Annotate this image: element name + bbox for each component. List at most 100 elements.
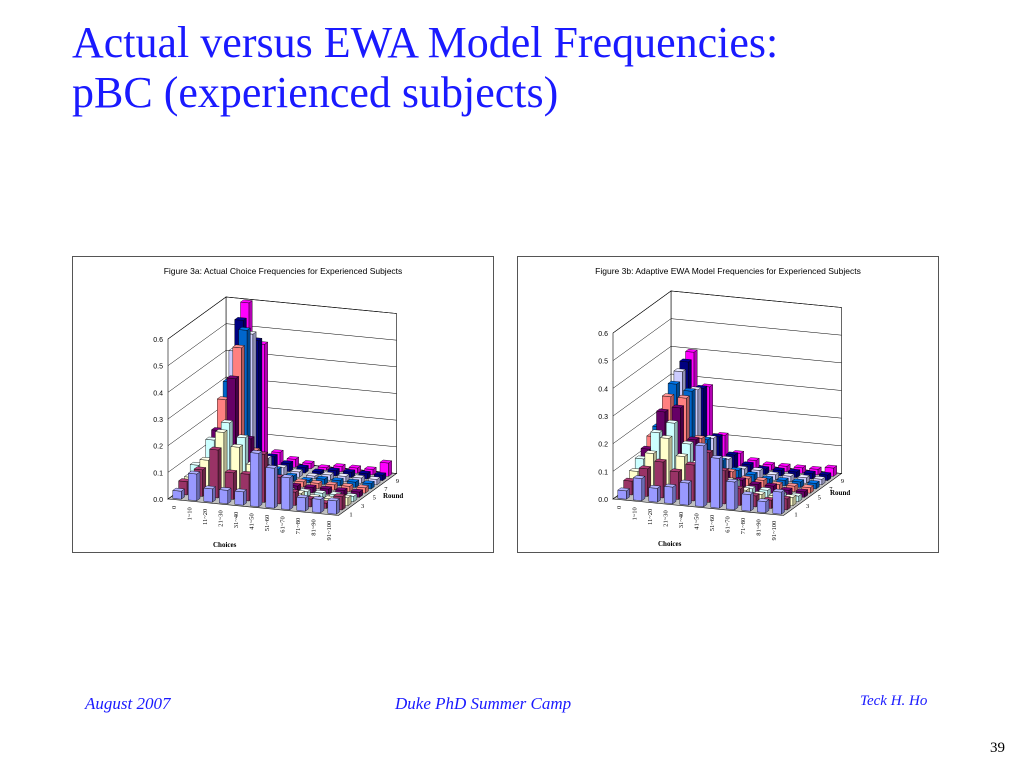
z-tick-label: 0.1 [153, 470, 163, 477]
bar [249, 450, 263, 508]
bar [648, 485, 662, 503]
bar-top [280, 474, 294, 478]
bar-top [659, 435, 673, 439]
bar-top [748, 481, 762, 485]
category-tick-label: 31~40 [678, 512, 685, 529]
bar-top [303, 484, 317, 488]
bar [187, 470, 201, 502]
bar [172, 487, 186, 500]
bar-top [661, 393, 675, 397]
bar-top [234, 488, 248, 493]
bar-top [650, 429, 663, 433]
bar-top [333, 493, 346, 497]
footer-author: Teck H. Ho [860, 693, 928, 709]
bar-top [764, 482, 778, 487]
bar-side [719, 455, 723, 509]
bar-side [264, 341, 268, 465]
category-tick-label: 41~50 [248, 513, 255, 530]
category-tick-label: 71~80 [295, 518, 302, 535]
bar-top [193, 466, 207, 471]
bar-top [677, 394, 691, 399]
bar-top [309, 480, 323, 484]
bar-side [305, 495, 309, 512]
bar-top [644, 450, 658, 454]
bar-top [648, 485, 662, 489]
bar-top [327, 467, 340, 471]
chart-panel-ewa: Figure 3b: Adaptive EWA Model Frequencie… [517, 256, 939, 553]
bar [632, 475, 646, 502]
bar-top [797, 474, 811, 478]
round-tick-label: 5 [818, 495, 821, 502]
bar-top [234, 317, 247, 321]
bar-front [710, 457, 720, 509]
bar [694, 442, 708, 508]
bar-front [188, 473, 198, 501]
bar-top [296, 464, 309, 468]
bar-top [795, 488, 809, 493]
bar-top [270, 449, 284, 453]
footer-event: Duke PhD Summer Camp [395, 694, 572, 713]
z-tick-label: 0.2 [598, 442, 608, 449]
bar-top [363, 466, 377, 470]
bar-side [657, 485, 661, 503]
bar-top [617, 487, 631, 492]
bar-top [239, 299, 253, 304]
bar-top [336, 473, 350, 477]
bar-top [249, 450, 263, 454]
category-tick-label: 81~90 [310, 519, 317, 536]
bar-top [673, 368, 687, 372]
bar [234, 488, 248, 506]
chart-actual-frequencies: Figure 3a: Actual Choice Frequencies for… [153, 266, 403, 549]
bar-top [818, 471, 832, 476]
bar-side [320, 496, 325, 514]
bar-top [671, 404, 685, 409]
bar [311, 496, 325, 514]
z-tick-label: 0.3 [153, 417, 163, 424]
category-tick-label: 0 [616, 506, 623, 509]
bar-top [367, 476, 381, 480]
bar-front [203, 487, 213, 503]
bar [725, 478, 739, 511]
gridline [612, 346, 842, 389]
bar-top [305, 472, 319, 477]
bar-front [234, 490, 244, 506]
bar-top [172, 487, 186, 492]
z-tick-label: 0.0 [153, 497, 163, 504]
bar [346, 478, 360, 488]
round-tick-label: 7 [384, 486, 388, 493]
bar [741, 491, 755, 512]
bar-top [694, 442, 708, 447]
chart-ewa-frequencies: Figure 3b: Adaptive EWA Model Frequencie… [595, 266, 861, 548]
bar-top [654, 458, 667, 463]
bar-top [317, 464, 331, 468]
bar-top [754, 477, 768, 481]
bar-top [725, 478, 739, 483]
z-tick-label: 0.6 [153, 337, 163, 344]
bar [290, 468, 304, 478]
footer-date: August 2007 [85, 694, 171, 713]
bar [756, 498, 770, 514]
bar-side [341, 493, 346, 511]
bar-front [741, 493, 751, 512]
bar-top [667, 380, 681, 385]
z-tick-label: 0.4 [598, 386, 608, 393]
round-tick-label: 1 [794, 511, 797, 518]
round-tick-label: 9 [396, 478, 399, 485]
z-tick-label: 0.3 [598, 414, 608, 421]
bar-front [617, 489, 627, 500]
gridline [167, 323, 397, 366]
bar-front [327, 499, 337, 515]
bar-top [332, 463, 346, 467]
bar-top [327, 497, 341, 502]
bar-top [358, 470, 371, 474]
page-number: 39 [990, 740, 1005, 756]
chart-title: Figure 3b: Adaptive EWA Model Frequencie… [595, 266, 861, 276]
bar-side [672, 484, 677, 505]
gridline [167, 350, 397, 393]
bar-front [172, 490, 182, 500]
bar-side [289, 475, 294, 511]
bar [305, 472, 319, 480]
bar-top [290, 468, 304, 473]
round-tick-label: 1 [349, 511, 352, 518]
bar-top [803, 470, 816, 474]
